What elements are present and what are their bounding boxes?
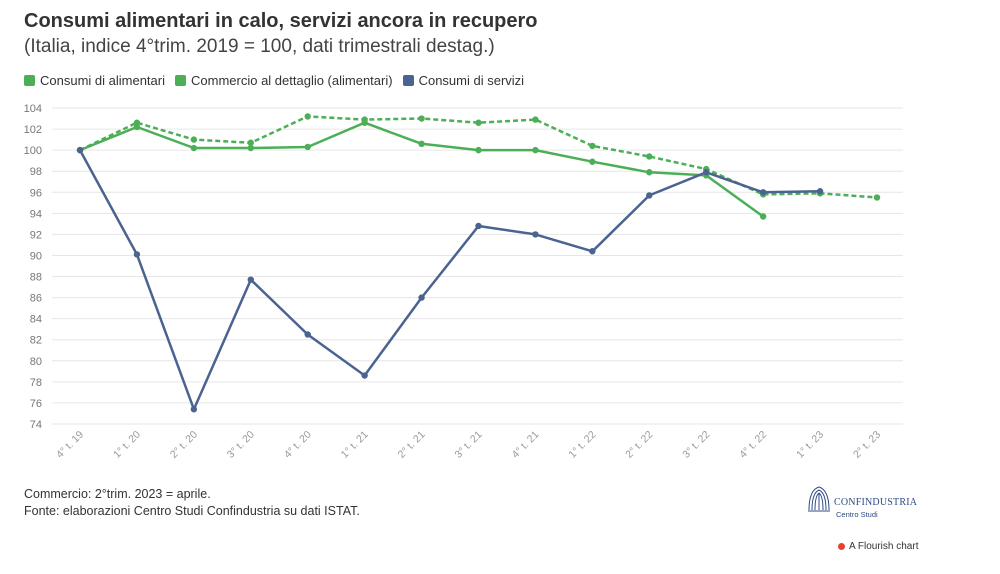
x-tick-label: 3° t. 22 [680,429,712,461]
data-point-series-0 [190,144,198,152]
x-tick-label: 1° t. 23 [794,429,826,461]
data-point-series-1 [589,142,596,150]
data-point-series-2 [418,294,425,301]
series-line-0 [79,121,764,218]
x-tick-label: 3° t. 21 [453,429,485,461]
flourish-label: A Flourish chart [849,541,919,552]
legend-swatch [175,75,186,86]
data-point-series-2 [247,276,254,283]
data-point-series-0 [646,169,653,176]
legend-item-consumi-servizi[interactable]: Consumi di servizi [402,73,525,88]
legend-swatch [24,75,35,86]
confindustria-emblem-icon [808,486,830,512]
data-point-series-1 [133,119,141,126]
data-point-series-0 [532,146,539,154]
data-point-series-1 [532,116,539,123]
data-point-series-2 [304,331,311,338]
data-point-series-1 [361,116,368,123]
legend-item-consumi-alimentari[interactable]: Consumi di alimentari [24,73,165,88]
data-point-series-2 [133,251,141,258]
x-tick-label: 3° t. 20 [225,429,257,461]
data-point-series-2 [646,192,653,199]
chart-title: Consumi alimentari in calo, servizi anco… [24,10,538,32]
data-point-series-1 [646,153,653,160]
x-tick-label: 2° t. 21 [396,429,428,461]
footnote-commercio: Commercio: 2°trim. 2023 = aprile. [24,487,211,501]
series-line-2 [78,149,821,411]
y-tick-label: 96 [30,187,42,199]
y-tick-label: 98 [30,166,42,178]
x-tick-label: 2° t. 22 [623,429,655,461]
data-point-series-1 [247,139,254,146]
y-tick-label: 92 [30,229,42,241]
x-tick-label: 4° t. 21 [509,429,541,461]
y-tick-label: 104 [24,103,42,115]
line-chart: 74 76 78 80 82 84 86 88 90 92 94 96 98 100 102 104 4° t.… [24,103,903,461]
data-point-series-2 [361,372,368,379]
data-point-series-0 [475,146,482,154]
x-tick-label: 4° t. 20 [282,429,314,461]
y-tick-label: 80 [30,356,42,368]
data-point-series-1 [873,194,881,201]
x-tick-label: 2° t. 23 [851,429,883,461]
data-point-series-0 [589,158,596,165]
chart-subtitle: (Italia, indice 4°trim. 2019 = 100, dati… [24,36,495,57]
logo-subtitle: Centro Studi [836,510,878,519]
data-point-series-1 [304,113,311,120]
x-tick-label: 4° t. 22 [737,429,769,461]
data-point-series-2 [703,169,710,176]
x-tick-label: 1° t. 21 [339,429,371,461]
y-tick-label: 76 [30,398,42,410]
y-tick-label: 78 [30,377,42,389]
y-tick-label: 100 [24,145,42,157]
series-line-1 [79,115,878,199]
y-tick-label: 88 [30,272,42,284]
y-tick-label: 102 [24,124,42,136]
legend-label: Consumi di alimentari [40,73,165,88]
data-point-series-2 [532,231,539,238]
y-tick-label: 82 [30,335,42,347]
data-point-series-1 [418,115,425,122]
data-point-series-2 [816,188,824,195]
data-point-series-2 [589,248,596,255]
data-point-series-2 [475,222,482,230]
legend-swatch [402,75,414,86]
x-tick-label: 1° t. 20 [111,429,143,461]
logo-name: CONFINDUSTRIA [834,497,918,508]
data-point-series-2 [76,146,84,154]
x-tick-label: 1° t. 22 [566,429,598,461]
flourish-icon [838,543,845,550]
footnotes: Commercio: 2°trim. 2023 = aprile. Fonte:… [24,486,360,520]
legend: Consumi di alimentari Commercio al detta… [24,73,524,88]
legend-item-commercio-dettaglio[interactable]: Commercio al dettaglio (alimentari) [175,73,393,88]
legend-label: Commercio al dettaglio (alimentari) [191,73,393,88]
data-point-series-2 [190,406,198,413]
data-point-series-0 [247,144,254,152]
y-tick-label: 86 [30,293,42,305]
data-point-series-0 [759,213,767,220]
legend-label: Consumi di servizi [418,73,525,88]
y-tick-label: 74 [30,419,42,431]
flourish-credit-link[interactable]: A Flourish chart [838,541,918,552]
data-point-series-0 [304,143,311,151]
data-point-series-1 [190,136,198,143]
y-tick-label: 94 [30,208,42,220]
footnote-source: Fonte: elaborazioni Centro Studi Confind… [24,504,360,518]
y-tick-label: 84 [30,314,42,326]
x-tick-label: 2° t. 20 [168,429,200,461]
confindustria-logo: CONFINDUSTRIA Centro Studi [806,482,926,524]
data-point-series-0 [418,140,425,148]
y-tick-label: 90 [30,250,42,262]
data-point-series-1 [475,119,482,126]
x-tick-label: 4° t. 19 [54,429,86,461]
data-point-series-2 [759,189,767,196]
